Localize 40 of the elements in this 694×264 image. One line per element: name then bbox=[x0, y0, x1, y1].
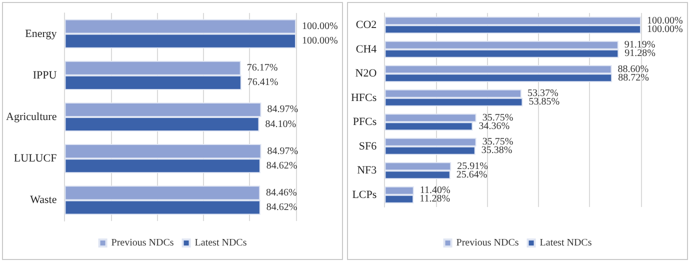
data-label: 35.75% bbox=[482, 112, 514, 124]
data-label: 91.28% bbox=[624, 48, 656, 60]
data-label: 84.97% bbox=[267, 104, 298, 116]
data-label: 88.60% bbox=[618, 64, 649, 75]
y-tick-label: Waste bbox=[30, 194, 57, 206]
data-label: 100.00% bbox=[302, 21, 338, 32]
data-label: 100.00% bbox=[647, 15, 683, 26]
data-label: 84.10% bbox=[265, 118, 296, 130]
y-tick-label: LCPs bbox=[352, 188, 377, 201]
data-label: 34.36% bbox=[478, 120, 510, 132]
data-label: 84.97% bbox=[267, 146, 298, 157]
y-tick-label: CO2 bbox=[356, 19, 377, 32]
data-label: 76.17% bbox=[246, 62, 278, 74]
data-label: 100.00% bbox=[647, 24, 683, 35]
legend-label: Previous NDCs bbox=[111, 238, 174, 248]
data-label: 25.64% bbox=[456, 169, 488, 180]
y-tick-label: N2O bbox=[355, 68, 377, 80]
data-label: 84.46% bbox=[266, 187, 297, 198]
data-label: 53.85% bbox=[528, 96, 560, 108]
y-tick-label: PFCs bbox=[352, 116, 377, 128]
y-tick-label: CH4 bbox=[356, 43, 378, 56]
legend-label: Latest NDCs bbox=[194, 238, 247, 248]
y-tick-label: Energy bbox=[25, 28, 58, 40]
data-label: 25.91% bbox=[457, 160, 488, 172]
data-label: 11.28% bbox=[420, 194, 450, 205]
y-tick-label: LULUCF bbox=[14, 152, 57, 165]
y-tick-label: SF6 bbox=[358, 140, 378, 152]
y-tick-label: NF3 bbox=[357, 164, 378, 177]
data-label: 35.38% bbox=[481, 145, 512, 156]
data-label: 91.19% bbox=[624, 40, 656, 51]
data-label: 84.62% bbox=[266, 160, 298, 172]
legend-label: Previous NDCs bbox=[456, 238, 519, 248]
y-tick-label: HFCs bbox=[350, 92, 377, 104]
legend-label: Latest NDCs bbox=[540, 238, 592, 248]
data-label: 100.00% bbox=[302, 36, 338, 47]
data-label: 88.72% bbox=[618, 72, 649, 84]
y-tick-label: IPPU bbox=[32, 69, 57, 82]
y-tick-label: Agriculture bbox=[6, 111, 57, 123]
data-label: 84.62% bbox=[266, 202, 298, 213]
data-label: 76.41% bbox=[247, 77, 278, 88]
